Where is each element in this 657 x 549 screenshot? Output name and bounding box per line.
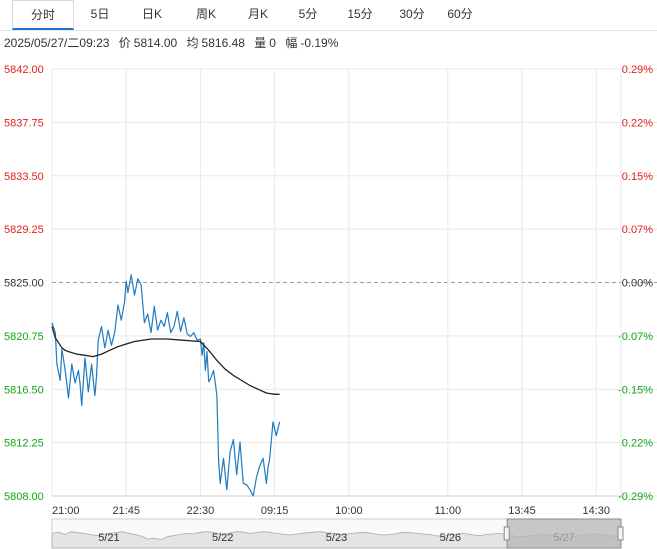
x-tick-label: 13:45 — [508, 505, 536, 517]
y-tick-label-right: -0.07% — [618, 331, 653, 343]
navigator-date-label: 5/23 — [326, 532, 347, 544]
y-tick-label-right: 0.22% — [622, 117, 653, 129]
y-tick-label-left: 5829.25 — [4, 224, 44, 236]
volume-value: 0 — [269, 36, 276, 50]
y-tick-label-right: 0.00% — [622, 278, 653, 290]
tab-3[interactable]: 周K — [195, 7, 216, 21]
x-tick-label: 11:00 — [434, 505, 461, 517]
price-line — [51, 274, 281, 497]
avg-value: 5816.48 — [201, 36, 245, 50]
y-tick-label-right: -0.29% — [618, 491, 653, 503]
tab-2[interactable]: 日K — [141, 7, 162, 21]
period-tabs: 分时 5日 日K 周K 月K 5分 15分 30分 60分 — [0, 0, 657, 31]
navigator-handle-right[interactable] — [617, 526, 624, 541]
y-tick-label-left: 5833.50 — [4, 171, 44, 183]
navigator-handle-left[interactable] — [503, 526, 510, 541]
tab-7[interactable]: 30分 — [399, 7, 425, 21]
x-tick-label: 14:30 — [582, 505, 610, 517]
price-value: 5814.00 — [133, 36, 178, 50]
y-tick-label-left: 5820.75 — [4, 331, 44, 343]
y-tick-label-right: 0.29% — [622, 64, 653, 76]
y-tick-label-left: 5812.25 — [4, 438, 44, 450]
navigator-date-label: 5/21 — [98, 532, 119, 544]
y-tick-label-right: 0.07% — [622, 224, 653, 236]
y-tick-label-left: 5816.50 — [4, 384, 44, 396]
x-tick-label: 21:45 — [112, 505, 140, 517]
y-tick-label-right: -0.15% — [618, 384, 653, 396]
navigator-selection[interactable] — [506, 518, 622, 549]
y-tick-label-left: 5825.00 — [4, 278, 44, 290]
navigator-date-label: 5/22 — [212, 532, 233, 544]
y-tick-label-left: 5842.00 — [4, 64, 44, 76]
tab-5[interactable]: 5分 — [298, 7, 318, 21]
change-label: 幅 — [285, 36, 298, 50]
y-tick-label-left: 5837.75 — [4, 117, 44, 129]
tab-6[interactable]: 15分 — [347, 7, 373, 21]
volume-label: 量 — [254, 36, 267, 50]
x-tick-label: 10:00 — [335, 505, 363, 517]
avg-label: 均 — [186, 36, 199, 50]
y-tick-label-right: 0.15% — [622, 171, 653, 183]
x-tick-label: 22:30 — [187, 505, 215, 517]
quote-datetime: 2025/05/27/二09:23 — [4, 36, 110, 50]
x-tick-label: 21:00 — [52, 505, 80, 517]
navigator-date-label: 5/26 — [440, 532, 461, 544]
change-value: -0.19% — [300, 36, 339, 50]
tab-8[interactable]: 60分 — [447, 7, 473, 21]
y-tick-label-left: 5808.00 — [4, 491, 44, 503]
x-tick-label: 09:15 — [261, 505, 289, 517]
average-line — [51, 326, 280, 395]
tab-1[interactable]: 5日 — [90, 7, 110, 21]
y-tick-label-right: 0.22% — [622, 438, 653, 450]
tab-4[interactable]: 月K — [247, 7, 268, 21]
price-label: 价 — [118, 36, 131, 50]
tab-0[interactable]: 分时 — [12, 0, 74, 30]
